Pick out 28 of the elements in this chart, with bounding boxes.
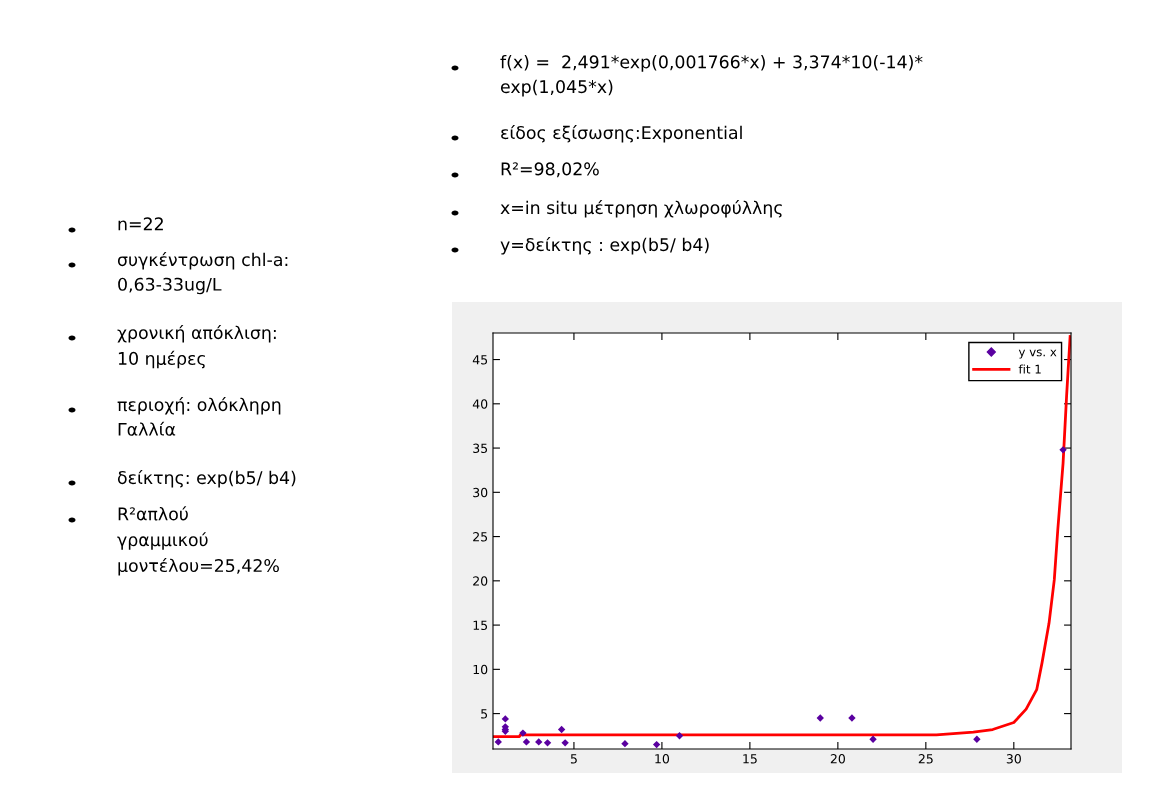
text: R²=98,02% [501, 162, 599, 178]
legend-label: fit 1 [1018, 364, 1041, 374]
text: συγκέντρωση chl-a: 0,63-33ug/L [117, 252, 288, 295]
y-tick-label: 25 [473, 532, 488, 542]
text: δείκτης: exp(b5/ b4) [117, 470, 296, 488]
x-tick-label: 15 [743, 754, 757, 764]
text: R²απλού γραμμικού μοντέλου=25,42% [117, 506, 279, 576]
y-tick-label: 30 [473, 487, 488, 498]
y-tick-label: 20 [473, 576, 488, 586]
y-tick-label: 10 [473, 664, 488, 675]
y-tick-label: 15 [473, 620, 488, 631]
text: είδος εξίσωσης:Exponential [501, 125, 742, 143]
y-tick-label: 5 [481, 709, 488, 719]
text: χρονική απόκλιση: 10 ημέρες [117, 325, 276, 369]
y-tick-label: 35 [473, 443, 488, 453]
y-tick-label: 40 [472, 399, 488, 409]
x-tick-label: 20 [830, 754, 845, 764]
legend-label: y vs. x [1018, 349, 1057, 359]
text: x=in situ μέτρηση χλωροφύλλης [500, 200, 782, 218]
y-tick-label: 45 [472, 355, 488, 365]
text: n=22 [118, 217, 163, 231]
x-tick-label: 25 [918, 754, 933, 764]
x-tick-label: 30 [1006, 754, 1021, 764]
text: y=δείκτης : exp(b5/ b4) [500, 237, 709, 255]
x-tick-label: 5 [570, 754, 577, 764]
x-tick-label: 10 [655, 754, 670, 764]
text: f(x) = 2,491*exp(0,001766*x) + 3,374*10(-14)* exp(1,045*x) [500, 55, 923, 97]
text: περιοχή: ολόκληρη Γαλλία [117, 397, 281, 436]
